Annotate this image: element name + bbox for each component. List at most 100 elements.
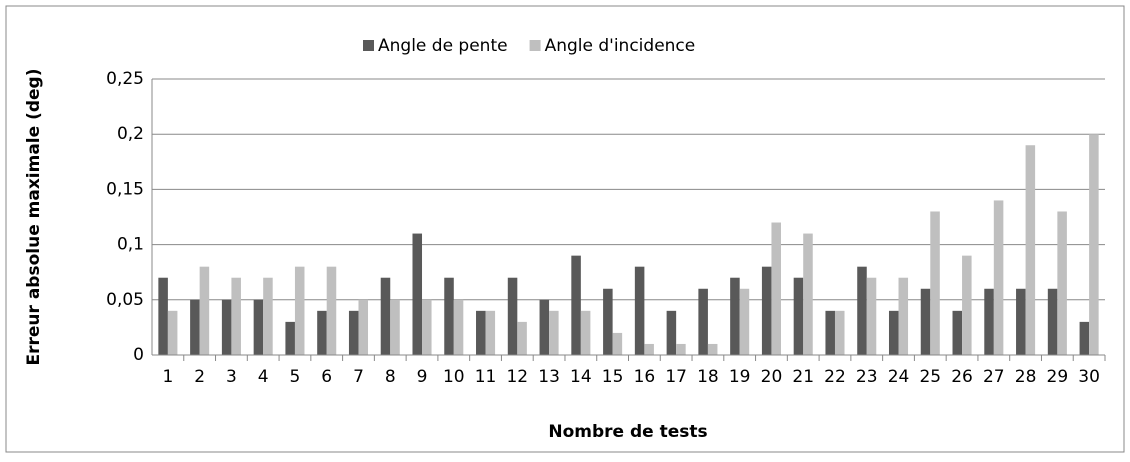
x-tick-label: 21: [792, 367, 814, 387]
bar: [952, 310, 963, 355]
bar: [294, 266, 305, 355]
bar: [866, 277, 877, 355]
bar: [253, 299, 264, 355]
x-tick-label: 6: [321, 367, 332, 387]
bar: [167, 310, 178, 355]
bar: [476, 310, 486, 355]
x-axis-title: Nombre de tests: [548, 422, 707, 442]
legend-swatch: [529, 40, 541, 51]
legend-label: Angle d'incidence: [545, 36, 696, 56]
bar: [231, 277, 241, 355]
x-tick-label: 18: [697, 367, 719, 387]
x-tick-label: 19: [729, 367, 751, 387]
y-tick-label: 0,2: [117, 124, 144, 144]
bar: [698, 288, 708, 355]
x-tick-label: 27: [983, 367, 1005, 387]
x-tick-label: 29: [1047, 367, 1069, 387]
bar: [730, 277, 740, 355]
x-tick-label: 3: [226, 367, 237, 387]
bar: [1047, 288, 1058, 355]
x-tick-label: 5: [290, 367, 301, 387]
bar: [676, 343, 686, 355]
bar: [580, 310, 591, 355]
bar: [857, 266, 867, 355]
bar: [422, 299, 432, 355]
bar: [898, 277, 909, 355]
bar: [199, 266, 210, 355]
legend-swatch: [363, 40, 374, 51]
x-tick-label: 9: [417, 367, 428, 387]
x-tick-label: 28: [1015, 367, 1037, 387]
bar: [771, 222, 781, 355]
x-tick-label: 1: [162, 367, 173, 387]
y-tick-label: 0,1: [117, 235, 144, 255]
bar: [221, 299, 232, 355]
bar: [539, 299, 550, 355]
y-tick-label: 0: [133, 345, 144, 365]
bar: [603, 288, 613, 355]
bar: [507, 277, 518, 355]
bar: [1025, 145, 1036, 355]
bar: [380, 277, 391, 355]
bar: [644, 343, 654, 355]
x-tick-label: 22: [824, 367, 846, 387]
x-tick-label: 25: [919, 367, 941, 387]
x-tick-label: 16: [634, 367, 656, 387]
bar: [453, 299, 464, 355]
legend-label: Angle de pente: [378, 36, 508, 56]
x-tick-label: 11: [475, 367, 497, 387]
x-tick-label: 13: [538, 367, 560, 387]
bar: [390, 299, 400, 355]
bar: [888, 310, 899, 355]
bar: [348, 310, 359, 355]
bar: [517, 321, 527, 355]
bar: [158, 277, 168, 355]
bar: [993, 200, 1004, 355]
bar: [326, 266, 337, 355]
bar: [666, 310, 677, 355]
bar: [634, 266, 645, 355]
x-tick-label: 24: [888, 367, 910, 387]
bar: [930, 211, 940, 355]
bar: [1089, 134, 1099, 355]
x-tick-label: 17: [665, 367, 687, 387]
bar: [317, 310, 327, 355]
bar: [707, 343, 718, 355]
y-tick-label: 0,25: [106, 69, 144, 89]
bar: [825, 310, 835, 355]
x-tick-label: 26: [951, 367, 973, 387]
x-tick-label: 8: [385, 367, 396, 387]
x-tick-label: 20: [761, 367, 783, 387]
bar: [263, 277, 273, 355]
x-tick-label: 2: [194, 367, 205, 387]
bar: [444, 277, 454, 355]
bar: [485, 310, 496, 355]
bar: [1079, 321, 1090, 355]
x-tick-label: 4: [258, 367, 269, 387]
bar: [1016, 288, 1026, 355]
x-tick-label: 30: [1078, 367, 1100, 387]
bar: [285, 321, 295, 355]
y-tick-label: 0,05: [106, 290, 144, 310]
x-tick-label: 10: [443, 367, 465, 387]
x-tick-label: 7: [353, 367, 364, 387]
x-tick-label: 15: [602, 367, 624, 387]
bar: [612, 332, 623, 355]
bar: [412, 233, 423, 355]
bar: [984, 288, 994, 355]
x-tick-label: 14: [570, 367, 592, 387]
bar: [190, 299, 200, 355]
y-tick-label: 0,15: [106, 179, 144, 199]
bar: [803, 233, 813, 355]
x-tick-label: 12: [506, 367, 528, 387]
bar: [962, 255, 972, 355]
x-tick-label: 23: [856, 367, 878, 387]
bar: [834, 310, 845, 355]
bar: [549, 310, 559, 355]
bar: [1057, 211, 1067, 355]
bar: [793, 277, 804, 355]
bar: [920, 288, 931, 355]
bar: [761, 266, 772, 355]
bar: [571, 255, 581, 355]
